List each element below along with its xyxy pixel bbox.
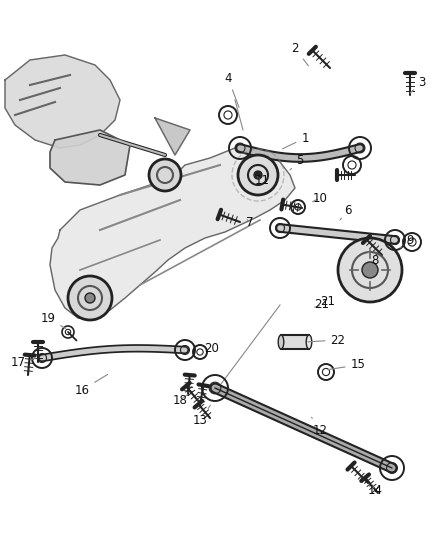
Text: 13: 13 <box>193 405 210 426</box>
Circle shape <box>68 276 112 320</box>
Polygon shape <box>50 130 130 185</box>
Text: 22: 22 <box>308 334 346 346</box>
Text: 5: 5 <box>290 154 304 170</box>
Circle shape <box>238 155 278 195</box>
Circle shape <box>85 293 95 303</box>
Text: 7: 7 <box>246 215 254 229</box>
Text: 14: 14 <box>367 483 382 497</box>
Text: 17: 17 <box>11 356 35 368</box>
Polygon shape <box>5 55 120 148</box>
Text: 21: 21 <box>314 298 329 311</box>
Text: 9: 9 <box>400 233 414 248</box>
Text: 19: 19 <box>40 311 66 328</box>
Text: 8: 8 <box>368 252 379 266</box>
Circle shape <box>254 171 262 179</box>
Text: 12: 12 <box>311 417 328 437</box>
Text: 6: 6 <box>340 204 352 220</box>
Text: 4: 4 <box>224 71 239 107</box>
Circle shape <box>362 262 378 278</box>
Ellipse shape <box>278 335 284 349</box>
Text: 16: 16 <box>74 375 108 397</box>
Circle shape <box>149 159 181 191</box>
Text: 2: 2 <box>291 42 308 66</box>
Text: 3: 3 <box>410 76 426 93</box>
Polygon shape <box>50 148 295 320</box>
Circle shape <box>338 238 402 302</box>
Text: 1: 1 <box>283 132 309 149</box>
FancyBboxPatch shape <box>281 335 309 349</box>
Text: 20: 20 <box>200 342 219 355</box>
Polygon shape <box>155 118 190 155</box>
Text: 18: 18 <box>173 393 188 407</box>
Text: 21: 21 <box>321 295 336 308</box>
Ellipse shape <box>306 335 312 349</box>
Text: 15: 15 <box>328 359 365 372</box>
Text: 11: 11 <box>254 174 269 187</box>
Text: 10: 10 <box>312 191 328 205</box>
